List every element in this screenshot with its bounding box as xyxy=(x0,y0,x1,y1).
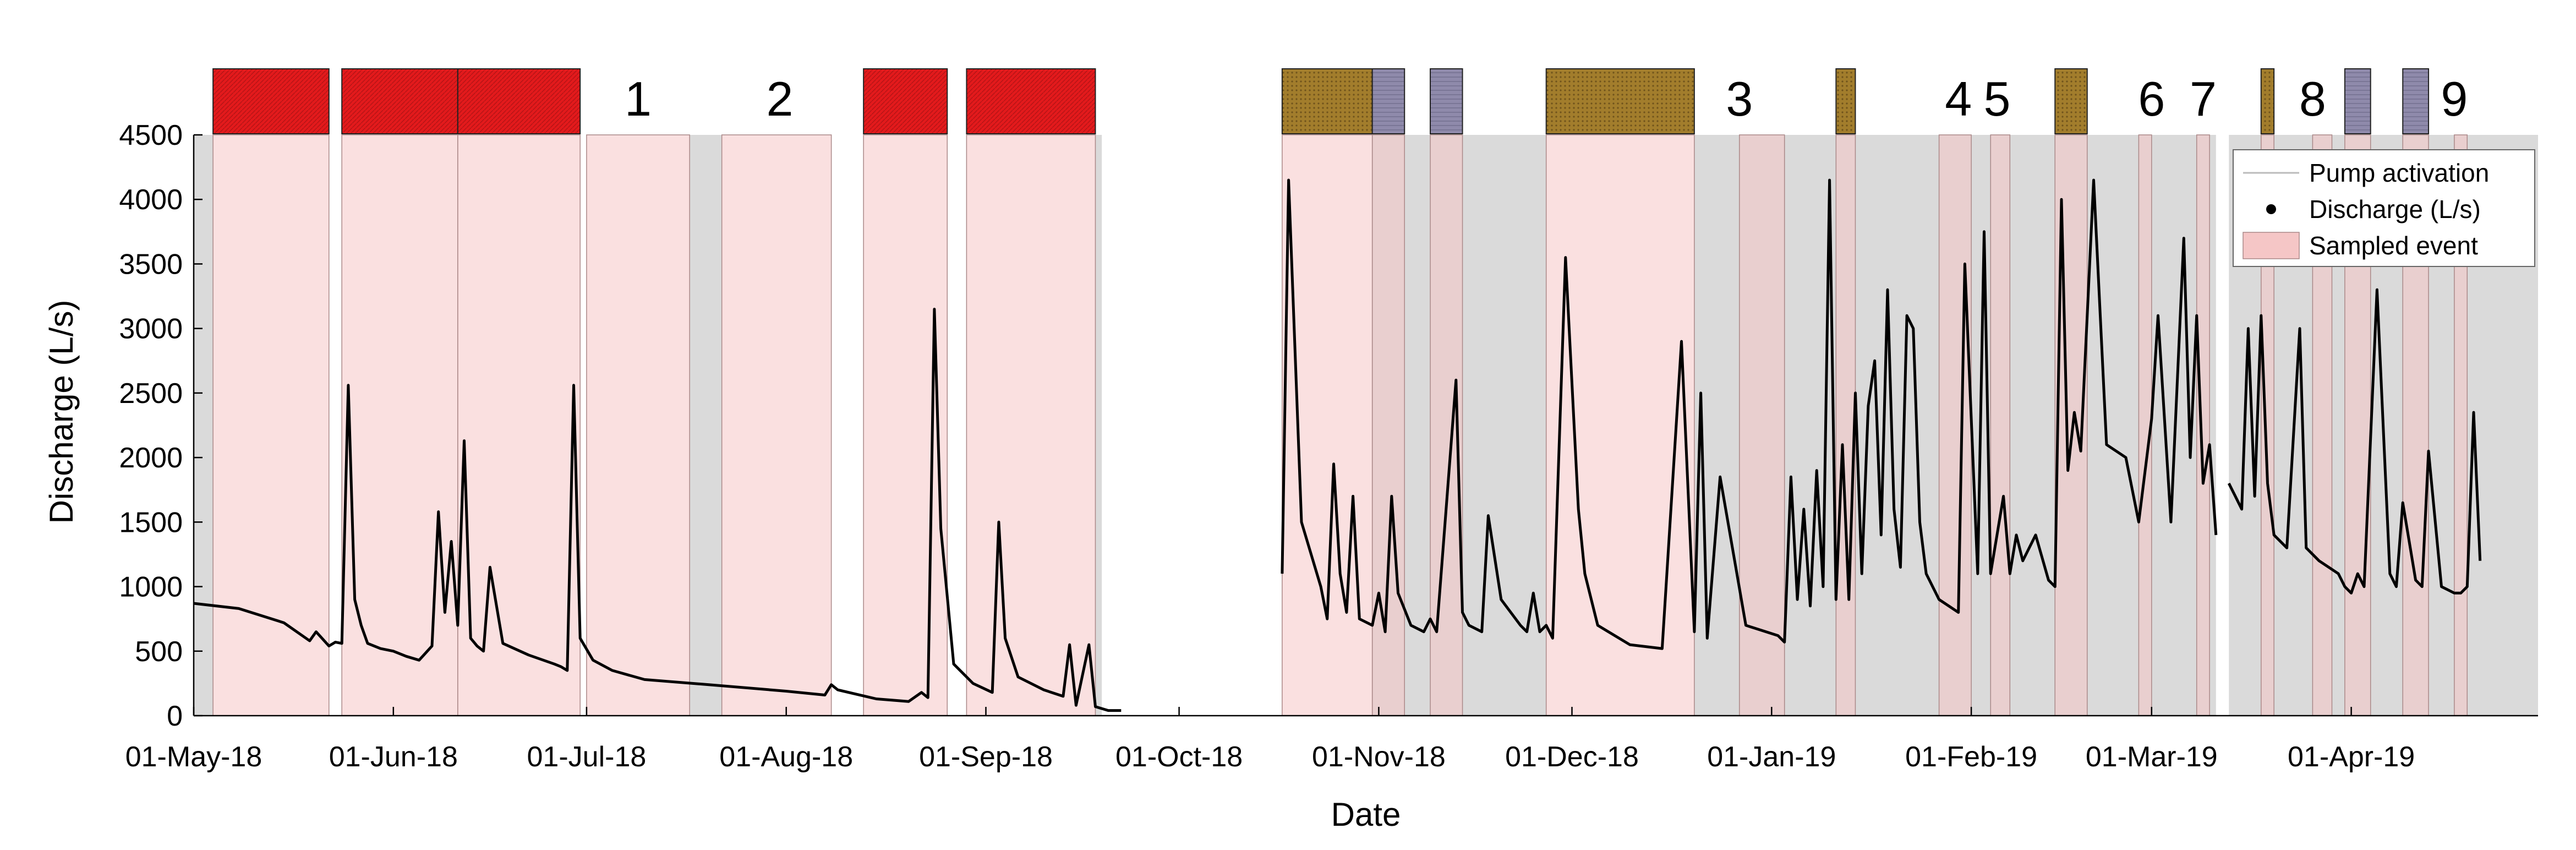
event-bar-gold xyxy=(1835,68,1856,134)
discharge-series-layer xyxy=(193,178,2482,712)
y-tick-label: 4000 xyxy=(119,184,183,216)
sampled-event-band xyxy=(457,134,581,716)
event-number-label: 4 xyxy=(1945,72,1972,126)
event-bar-gold xyxy=(2054,68,2088,134)
legend-label-pump: Pump activation xyxy=(2309,159,2489,187)
event-bar-red xyxy=(966,68,1096,134)
event-number-label: 5 xyxy=(1983,72,2010,126)
pump-period xyxy=(690,135,722,716)
discharge-line xyxy=(2227,288,2482,595)
x-tick-label: 01-May-18 xyxy=(125,741,262,773)
sampled-event-band xyxy=(721,134,832,716)
event-bar-purple xyxy=(2344,68,2371,134)
x-tick-label: 01-Feb-19 xyxy=(1905,741,2037,773)
y-tick-label: 2500 xyxy=(119,378,183,410)
event-number-label: 7 xyxy=(2190,72,2217,126)
sampled-event-band xyxy=(586,134,690,716)
legend-swatch-discharge xyxy=(2266,204,2276,214)
y-tick-label: 4500 xyxy=(119,119,183,151)
sampled-event-band xyxy=(1371,134,1405,716)
y-tick-label: 1000 xyxy=(119,571,183,603)
x-tick-label: 01-Mar-19 xyxy=(2086,741,2218,773)
x-tick-label: 01-Nov-18 xyxy=(1312,741,1446,773)
event-bar-purple xyxy=(1371,68,1405,134)
event-number-label: 6 xyxy=(2138,72,2165,126)
x-tick-label: 01-Apr-19 xyxy=(2288,741,2415,773)
sampled-event-band xyxy=(966,134,1096,716)
y-tick-label: 500 xyxy=(135,636,183,668)
discharge-line xyxy=(1281,178,2218,650)
sampled-event-band xyxy=(1739,134,1785,716)
x-axis-title: Date xyxy=(1331,796,1401,833)
x-tick-label: 01-Jan-19 xyxy=(1707,741,1836,773)
y-tick-label: 1500 xyxy=(119,506,183,538)
legend-label-discharge: Discharge (L/s) xyxy=(2309,195,2481,224)
sampled-event-band xyxy=(1835,134,1856,716)
x-tick-label: 01-Jul-18 xyxy=(527,741,647,773)
pump-period xyxy=(194,135,214,716)
sampled-event-band xyxy=(341,134,458,716)
legend-label-sampled: Sampled event xyxy=(2309,231,2478,260)
sampled-event-band xyxy=(1545,134,1695,716)
sampled-event-band xyxy=(1282,134,1373,716)
event-number-label: 2 xyxy=(767,72,794,126)
x-tick-label: 01-Dec-18 xyxy=(1505,741,1639,773)
sampled-event-band xyxy=(1938,134,1972,716)
x-tick-label: 01-Oct-18 xyxy=(1115,741,1243,773)
event-bar-gold xyxy=(1281,68,1373,134)
event-bar-red xyxy=(457,68,581,134)
y-tick-label: 2000 xyxy=(119,442,183,474)
event-number-label: 9 xyxy=(2441,72,2468,126)
event-number-label: 3 xyxy=(1726,72,1753,126)
event-bar-gold xyxy=(1545,68,1695,134)
event-bar-red xyxy=(863,68,948,134)
axes-layer: 0 500 1000 1500 2000 2500 3000 3500 4000 4500 01-M… xyxy=(119,119,2538,773)
y-tick-label: 0 xyxy=(167,700,183,732)
legend: Pump activation Discharge (L/s) Sampled ev… xyxy=(2233,149,2535,267)
event-bar-purple xyxy=(2402,68,2430,134)
x-tick-label: 01-Sep-18 xyxy=(919,741,1053,773)
event-bar-purple xyxy=(1430,68,1463,134)
x-tick-label: 01-Jun-18 xyxy=(329,741,458,773)
event-number-label: 1 xyxy=(625,72,652,126)
sampled-event-band xyxy=(863,134,948,716)
discharge-line xyxy=(193,308,1122,712)
event-number-label: 8 xyxy=(2299,72,2326,126)
pump-period xyxy=(1095,135,1102,716)
event-bar-red xyxy=(212,68,330,134)
sampled-event-band xyxy=(212,134,330,716)
y-tick-label: 3000 xyxy=(119,313,183,345)
sampled-event-band xyxy=(2196,134,2210,716)
sampled-events-layer xyxy=(212,134,2468,716)
event-bar-gold xyxy=(2260,68,2275,134)
sampled-event-band xyxy=(1990,134,2011,716)
category-bars-layer xyxy=(212,68,2430,134)
legend-swatch-sampled xyxy=(2243,232,2300,259)
x-tick-label: 01-Aug-18 xyxy=(719,741,853,773)
y-tick-label: 3500 xyxy=(119,248,183,280)
y-axis-title: Discharge (L/s) xyxy=(43,300,80,524)
event-bar-red xyxy=(341,68,458,134)
